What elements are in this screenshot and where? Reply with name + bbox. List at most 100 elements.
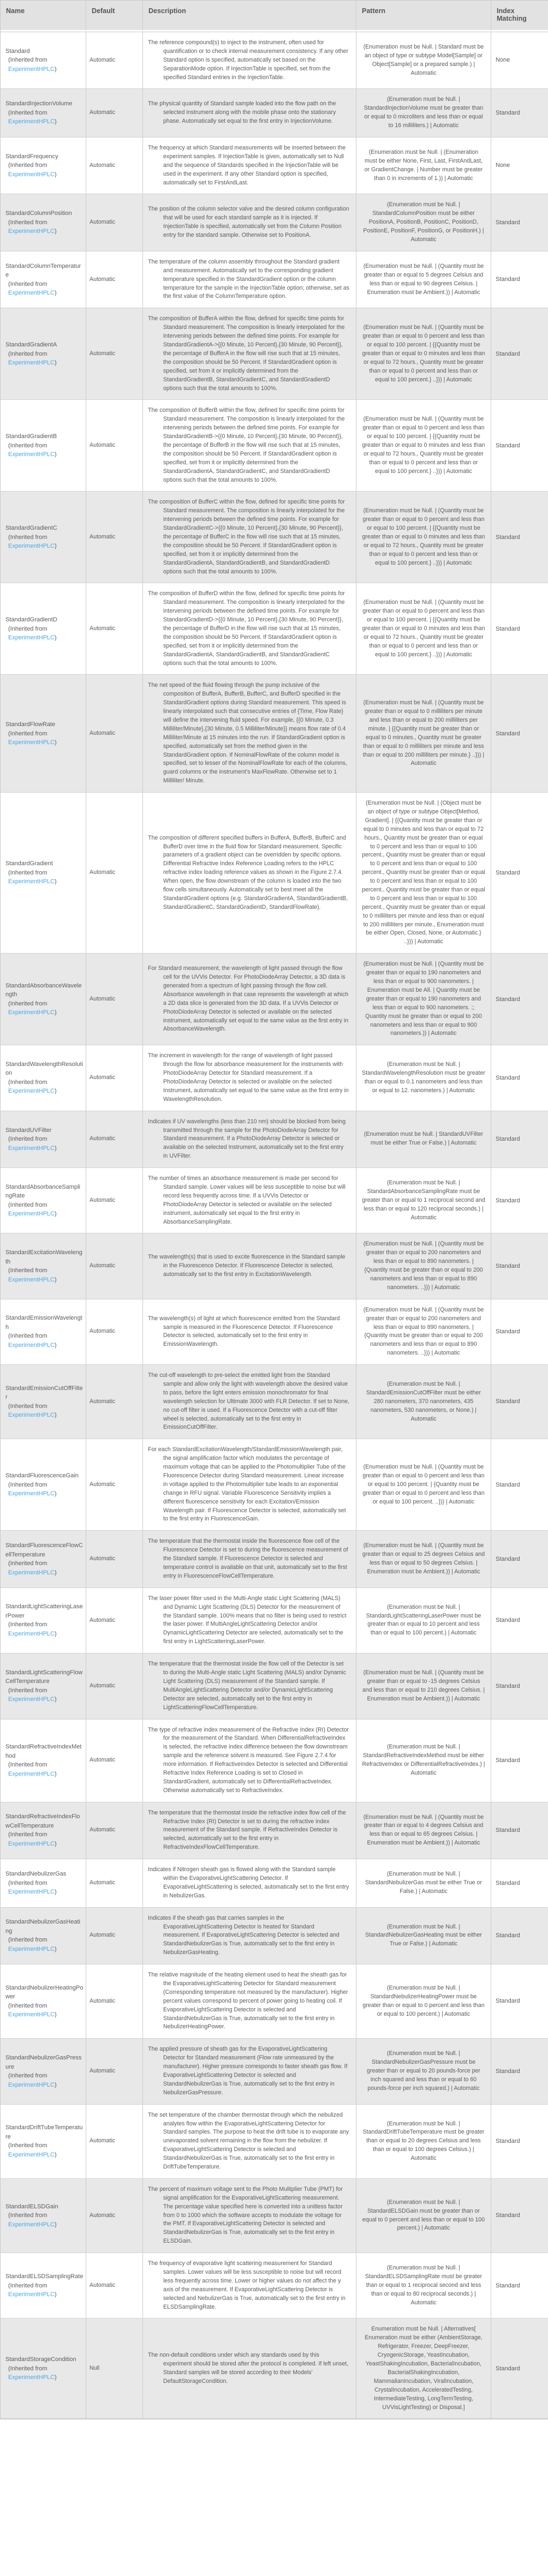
description-text: The composition of BufferC within the fl… xyxy=(148,499,345,575)
experiment-hplc-link[interactable]: ExperimentHPLC xyxy=(8,2291,55,2298)
experiment-hplc-link[interactable]: ExperimentHPLC xyxy=(8,2081,55,2088)
experiment-hplc-link[interactable]: ExperimentHPLC xyxy=(8,1770,55,1777)
experiment-hplc-link[interactable]: ExperimentHPLC xyxy=(8,2221,55,2228)
default-cell: Automatic xyxy=(86,2038,142,2104)
experiment-hplc-link[interactable]: ExperimentHPLC xyxy=(8,739,55,746)
inherited-from-note: (Inherited from ExperimentHPLC) xyxy=(5,1559,84,1577)
column-header-name: Name xyxy=(1,0,86,32)
description-text: The composition of different specified b… xyxy=(148,834,348,910)
experiment-hplc-link[interactable]: ExperimentHPLC xyxy=(8,1696,55,1703)
inherited-from-prefix: (Inherited from xyxy=(8,442,47,449)
inherited-from-note: (Inherited from ExperimentHPLC) xyxy=(5,1760,84,1778)
description-cell: For Standard measurement, the wavelength… xyxy=(142,953,356,1045)
index-matching-cell: Standard xyxy=(491,1110,548,1168)
option-name-cell: StandardUVFilter (Inherited from Experim… xyxy=(1,1110,86,1167)
description-text: The physical quantity of Standard sample… xyxy=(148,100,336,125)
table-row: StandardRefractiveIndexFlowCellTemperatu… xyxy=(1,1801,548,1859)
table-row: StandardStorageCondition (Inherited from… xyxy=(1,2318,548,2419)
experiment-hplc-link[interactable]: ExperimentHPLC xyxy=(8,2374,55,2381)
option-name: StandardUVFilter xyxy=(5,1127,52,1134)
description-cell: The composition of different specified b… xyxy=(142,792,356,954)
option-name-cell: StandardColumnPosition (Inherited from E… xyxy=(1,194,86,250)
experiment-hplc-link[interactable]: ExperimentHPLC xyxy=(8,1145,55,1152)
inherited-from-suffix: ) xyxy=(54,1341,57,1349)
pattern-cell: (Enumeration must be Null. | StandardNeb… xyxy=(356,2038,491,2104)
option-name: StandardGradient xyxy=(5,860,53,867)
experiment-hplc-link[interactable]: ExperimentHPLC xyxy=(8,360,55,367)
experiment-hplc-link[interactable]: ExperimentHPLC xyxy=(8,451,55,458)
description-cell: The number of times an absorbance measur… xyxy=(142,1167,356,1233)
experiment-hplc-link[interactable]: ExperimentHPLC xyxy=(8,290,55,297)
experiment-hplc-link[interactable]: ExperimentHPLC xyxy=(8,171,55,178)
experiment-hplc-link[interactable]: ExperimentHPLC xyxy=(8,1412,55,1419)
option-name-cell: StandardFlowRate (Inherited from Experim… xyxy=(1,674,86,792)
option-name: StandardELSDGain xyxy=(5,2203,58,2210)
option-name-cell: StandardEmissionCutOffFilter (Inherited … xyxy=(1,1364,86,1439)
option-name-cell: StandardFluorescenceGain (Inherited from… xyxy=(1,1439,86,1530)
pattern-cell: (Enumeration must be Null. | StandardAbs… xyxy=(356,1167,491,1233)
default-cell: Automatic xyxy=(86,32,142,89)
inherited-from-note: (Inherited from ExperimentHPLC) xyxy=(5,1332,84,1350)
experiment-hplc-link[interactable]: ExperimentHPLC xyxy=(8,543,55,550)
experiment-hplc-link[interactable]: ExperimentHPLC xyxy=(8,2151,55,2158)
option-name-cell: StandardGradientB (Inherited from Experi… xyxy=(1,399,86,491)
experiment-hplc-link[interactable]: ExperimentHPLC xyxy=(8,118,55,125)
description-text: The temperature that the thermostat insi… xyxy=(148,1538,348,1579)
inherited-from-suffix: ) xyxy=(54,1770,57,1777)
pattern-cell: (Enumeration must be Null. | StandardNeb… xyxy=(356,1907,491,1964)
table-row: StandardUVFilter (Inherited from Experim… xyxy=(1,1110,548,1168)
default-cell: Automatic xyxy=(86,1045,142,1111)
experiment-hplc-link[interactable]: ExperimentHPLC xyxy=(8,2011,55,2018)
inherited-from-suffix: ) xyxy=(54,878,57,885)
pattern-cell: (Enumeration must be Null. | StandardWav… xyxy=(356,1045,491,1111)
default-cell: Automatic xyxy=(86,1587,142,1654)
inherited-from-prefix: (Inherited from xyxy=(8,109,47,116)
experiment-hplc-link[interactable]: ExperimentHPLC xyxy=(8,1840,55,1847)
description-text: The applied pressure of sheath gas for t… xyxy=(148,2046,348,2096)
description-text: The frequency at which Standard measurem… xyxy=(148,145,346,186)
experiment-hplc-link[interactable]: ExperimentHPLC xyxy=(8,1211,55,1218)
experiment-hplc-link[interactable]: ExperimentHPLC xyxy=(8,1569,55,1576)
option-name-cell: StandardRefractiveIndexMethod (Inherited… xyxy=(1,1718,86,1802)
experiment-hplc-link[interactable]: ExperimentHPLC xyxy=(8,1490,55,1497)
option-name-cell: StandardStorageCondition (Inherited from… xyxy=(1,2318,86,2418)
option-name: StandardNebulizerGas xyxy=(5,1871,67,1878)
default-cell: Automatic xyxy=(86,1167,142,1233)
hplc-standard-options-table: Name Default Description Pattern Index M… xyxy=(0,0,548,2420)
experiment-hplc-link[interactable]: ExperimentHPLC xyxy=(8,1088,55,1095)
experiment-hplc-link[interactable]: ExperimentHPLC xyxy=(8,1341,55,1349)
experiment-hplc-link[interactable]: ExperimentHPLC xyxy=(8,1630,55,1637)
experiment-hplc-link[interactable]: ExperimentHPLC xyxy=(8,1945,55,1952)
experiment-hplc-link[interactable]: ExperimentHPLC xyxy=(8,878,55,885)
option-name-cell: StandardEmissionWavelength (Inherited fr… xyxy=(1,1298,86,1364)
description-cell: The composition of BufferC within the fl… xyxy=(142,491,356,583)
description-text: The frequency of evaporative light scatt… xyxy=(148,2260,346,2310)
experiment-hplc-link[interactable]: ExperimentHPLC xyxy=(8,65,55,73)
table-row: StandardGradientB (Inherited from Experi… xyxy=(1,399,548,492)
pattern-cell: (Enumeration must be Null. | (Quantity m… xyxy=(356,1530,491,1587)
option-name-cell: StandardDriftTubeTemperature (Inherited … xyxy=(1,2104,86,2178)
inherited-from-suffix: ) xyxy=(54,65,57,73)
inherited-from-suffix: ) xyxy=(54,1696,57,1703)
pattern-cell: (Enumeration must be Null. | StandardELS… xyxy=(356,2252,491,2319)
default-cell: Automatic xyxy=(86,1859,142,1907)
option-name-cell: StandardAbsorbanceSamplingRate (Inherite… xyxy=(1,1167,86,1233)
inherited-from-note: (Inherited from ExperimentHPLC) xyxy=(5,533,84,551)
option-name-cell: StandardAbsorbanceWavelength (Inherited … xyxy=(1,953,86,1045)
inherited-from-note: (Inherited from ExperimentHPLC) xyxy=(5,441,84,459)
default-cell: Automatic xyxy=(86,2178,142,2253)
experiment-hplc-link[interactable]: ExperimentHPLC xyxy=(8,1889,55,1896)
pattern-cell: (Enumeration must be Null. | (Quantity m… xyxy=(356,1298,491,1365)
inherited-from-prefix: (Inherited from xyxy=(8,219,47,226)
experiment-hplc-link[interactable]: ExperimentHPLC xyxy=(8,1009,55,1016)
experiment-hplc-link[interactable]: ExperimentHPLC xyxy=(8,228,55,235)
default-cell: Automatic xyxy=(86,137,142,194)
default-cell: Automatic xyxy=(86,1110,142,1168)
experiment-hplc-link[interactable]: ExperimentHPLC xyxy=(8,1276,55,1283)
experiment-hplc-link[interactable]: ExperimentHPLC xyxy=(8,634,55,642)
options-documentation-page: Name Default Description Pattern Index M… xyxy=(0,0,548,2420)
description-cell: The wavelength(s) that is used to excite… xyxy=(142,1233,356,1299)
inherited-from-note: (Inherited from ExperimentHPLC) xyxy=(5,2211,84,2229)
inherited-from-suffix: ) xyxy=(54,1211,57,1218)
option-name-cell: StandardWavelengthResolution (Inherited … xyxy=(1,1045,86,1110)
